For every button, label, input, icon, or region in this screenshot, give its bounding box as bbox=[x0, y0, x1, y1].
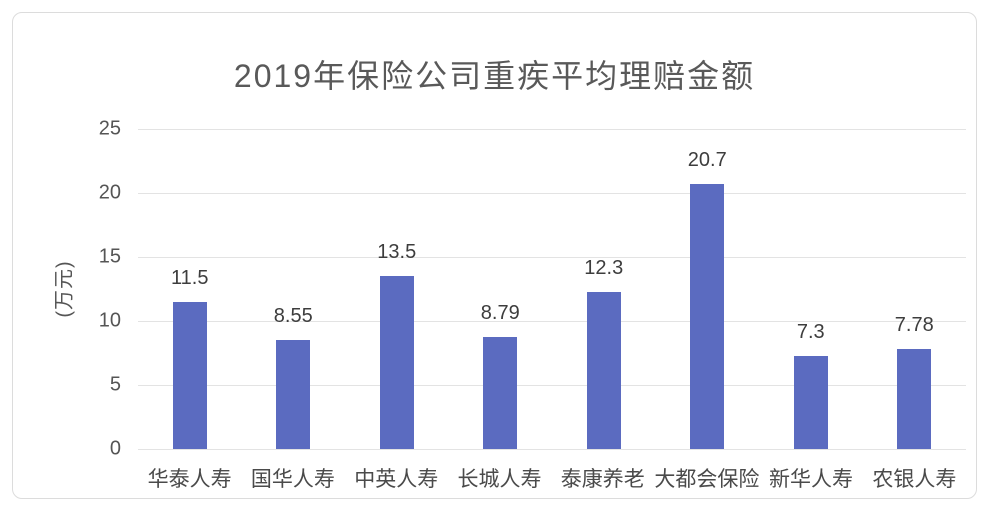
bar bbox=[172, 301, 207, 449]
bar-value-label: 7.78 bbox=[894, 314, 934, 337]
y-tick-label: 0 bbox=[109, 437, 121, 460]
chart-title: 2019年保险公司重疾平均理赔金额 bbox=[233, 58, 756, 94]
x-axis-label: 农银人寿 bbox=[872, 468, 957, 491]
bar-column: 11.5 bbox=[138, 129, 242, 449]
y-axis-title: (万元) bbox=[53, 260, 76, 318]
bar-column: 12.3 bbox=[552, 129, 656, 449]
bar bbox=[276, 339, 311, 449]
plot-area: 0 5 10 15 20 25 11.5 8.55 13.5 8.79 12.3 20.7 7.3 7.… bbox=[99, 118, 966, 460]
y-tick-label: 20 bbox=[98, 181, 121, 204]
bar bbox=[586, 291, 621, 449]
bar-column: 7.78 bbox=[863, 129, 967, 449]
x-axis-label: 国华人寿 bbox=[250, 468, 335, 491]
bar-value-label: 13.5 bbox=[377, 241, 417, 264]
x-axis-label: 华泰人寿 bbox=[147, 468, 232, 491]
y-tick-label: 10 bbox=[98, 309, 121, 332]
gridline: 25 bbox=[99, 118, 966, 140]
bar-value-label: 11.5 bbox=[171, 266, 209, 289]
gridline: 0 bbox=[110, 438, 966, 460]
bar-column: 8.55 bbox=[242, 129, 346, 449]
gridline: 15 bbox=[99, 246, 966, 268]
bar bbox=[793, 355, 828, 449]
chart-card: 2019年保险公司重疾平均理赔金额 (万元) 0 5 10 15 20 25 11.5 8.… bbox=[12, 12, 977, 499]
x-axis-labels: 华泰人寿 国华人寿 中英人寿 长城人寿 泰康养老 大都会保险 新华人寿 农银人寿 bbox=[138, 463, 966, 493]
bar bbox=[483, 336, 518, 449]
bar-value-label: 20.7 bbox=[687, 149, 727, 172]
x-axis-label: 长城人寿 bbox=[457, 468, 542, 491]
x-axis-label: 新华人寿 bbox=[769, 468, 854, 491]
x-axis-label: 中英人寿 bbox=[354, 468, 439, 491]
bars-row: 11.5 8.55 13.5 8.79 12.3 20.7 7.3 7.78 bbox=[138, 129, 966, 449]
gridline: 10 bbox=[99, 310, 966, 332]
gridline: 20 bbox=[99, 182, 966, 204]
bar-column: 7.3 bbox=[759, 129, 863, 449]
bar-column: 13.5 bbox=[345, 129, 449, 449]
x-axis-label: 泰康养老 bbox=[560, 468, 645, 491]
y-tick-label: 15 bbox=[98, 245, 121, 268]
y-tick-label: 25 bbox=[98, 117, 121, 140]
y-tick-label: 5 bbox=[109, 373, 121, 396]
bar-value-label: 8.55 bbox=[273, 304, 313, 327]
bar-value-label: 7.3 bbox=[796, 320, 825, 343]
gridline: 5 bbox=[110, 374, 966, 396]
x-axis-label: 大都会保险 bbox=[654, 468, 760, 491]
bar-column: 20.7 bbox=[656, 129, 760, 449]
bar-value-label: 12.3 bbox=[584, 256, 624, 279]
bar bbox=[379, 276, 414, 449]
bar-column: 8.79 bbox=[449, 129, 553, 449]
bar-value-label: 8.79 bbox=[480, 301, 520, 324]
bar bbox=[690, 184, 725, 449]
bar bbox=[897, 349, 932, 449]
